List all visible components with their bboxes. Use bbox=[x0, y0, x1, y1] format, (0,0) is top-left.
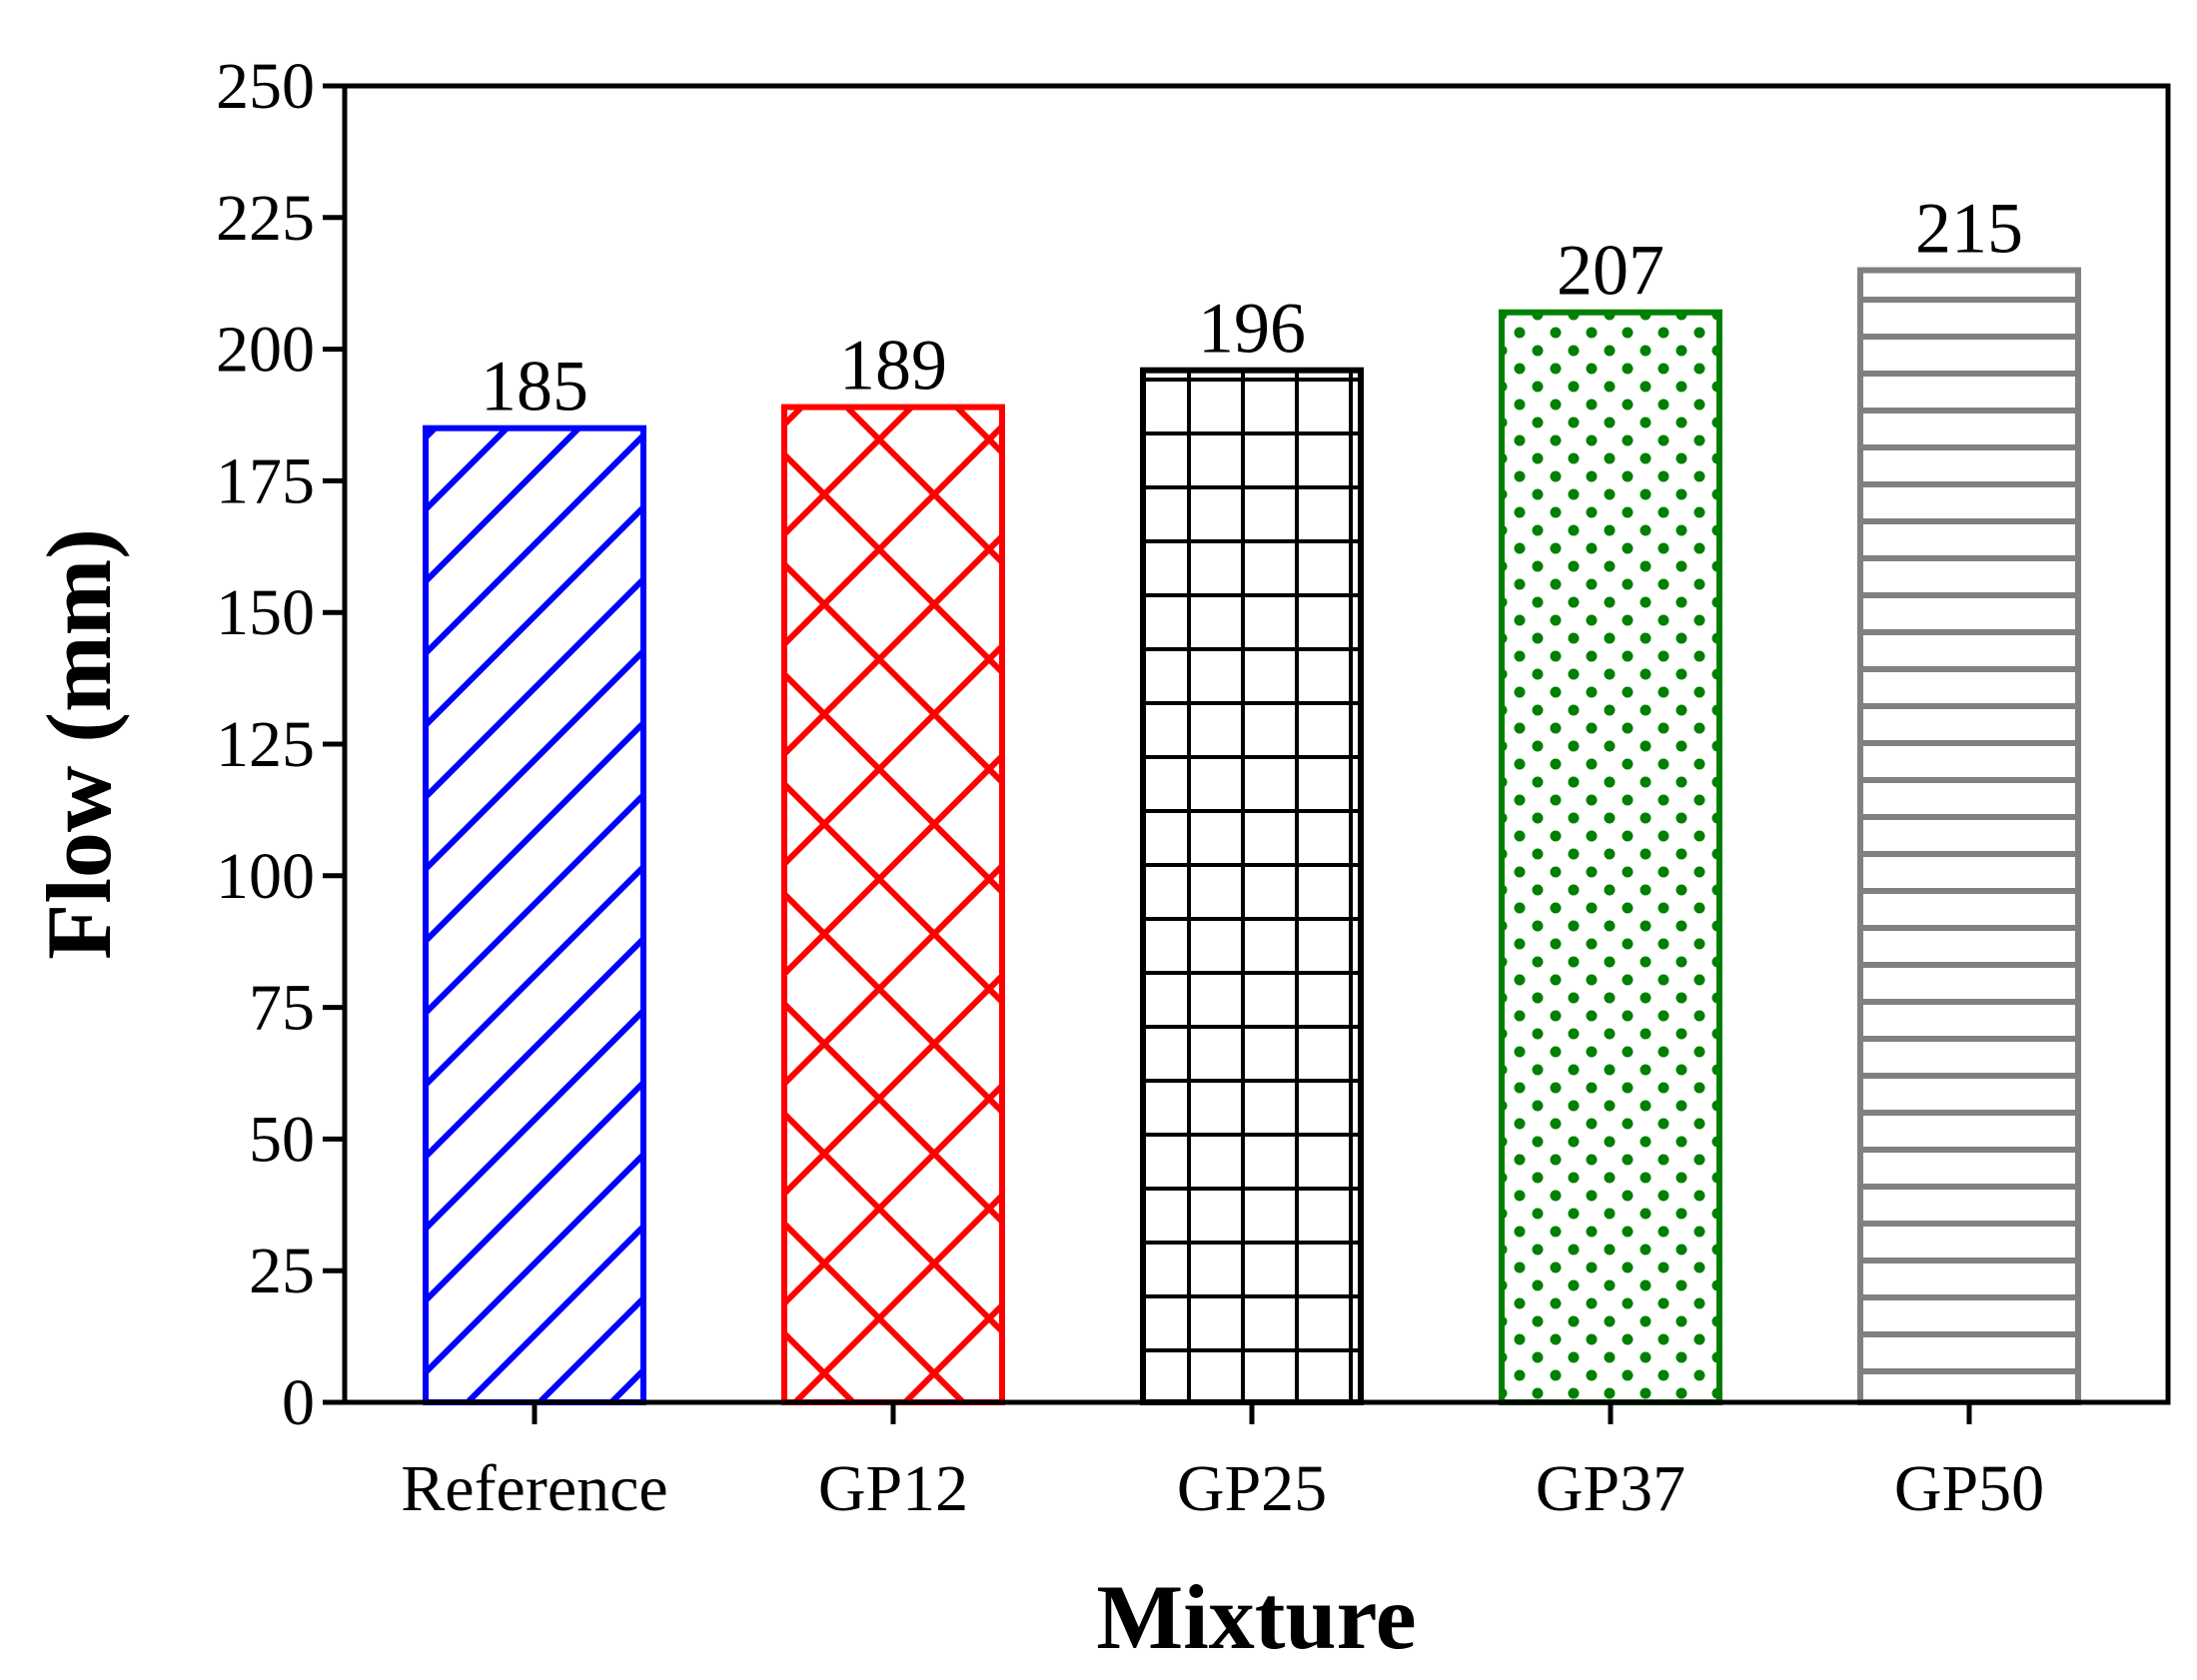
data-label-gp50: 215 bbox=[1915, 189, 2023, 269]
y-tick-label: 200 bbox=[216, 314, 315, 387]
y-axis-title: Flow (mm) bbox=[28, 528, 130, 960]
bar-gp37 bbox=[1499, 309, 1722, 1405]
bar-reference bbox=[423, 424, 646, 1405]
y-tick-label: 150 bbox=[216, 576, 315, 649]
data-label-gp25: 196 bbox=[1198, 289, 1306, 369]
bar-gp12 bbox=[781, 404, 1005, 1406]
y-tick-label: 175 bbox=[216, 444, 315, 517]
bar-gp50 bbox=[1857, 267, 2081, 1405]
data-label-gp37: 207 bbox=[1557, 231, 1664, 311]
bars-layer bbox=[423, 267, 2081, 1406]
y-tick-label: 225 bbox=[216, 182, 315, 255]
y-tick-label: 100 bbox=[216, 840, 315, 913]
y-tick-label: 75 bbox=[249, 972, 315, 1045]
x-tick-label-gp12: GP12 bbox=[818, 1452, 968, 1525]
x-tick-label-gp50: GP50 bbox=[1894, 1452, 2044, 1525]
x-tick-label-reference: Reference bbox=[401, 1452, 667, 1525]
y-tick-label: 250 bbox=[216, 50, 315, 123]
y-axis-ticks: 0 25 50 75 100 125 150 175 200 225 250 bbox=[216, 50, 345, 1439]
x-axis-title: Mixture bbox=[1096, 1566, 1416, 1668]
y-tick-label: 0 bbox=[282, 1366, 315, 1439]
y-tick-label: 25 bbox=[249, 1235, 315, 1307]
data-label-reference: 185 bbox=[481, 347, 588, 426]
plot-frame bbox=[342, 83, 2171, 1405]
x-axis-ticks: Reference GP12 GP25 GP37 GP50 bbox=[401, 1402, 2044, 1525]
x-tick-label-gp25: GP25 bbox=[1177, 1452, 1327, 1525]
data-labels-layer: 185 189 196 207 215 bbox=[481, 189, 2023, 426]
y-tick-label: 125 bbox=[216, 708, 315, 781]
x-tick-label-gp37: GP37 bbox=[1536, 1452, 1685, 1525]
y-tick-label: 50 bbox=[249, 1103, 315, 1176]
bar-gp25 bbox=[1140, 367, 1364, 1405]
data-label-gp12: 189 bbox=[839, 326, 947, 406]
